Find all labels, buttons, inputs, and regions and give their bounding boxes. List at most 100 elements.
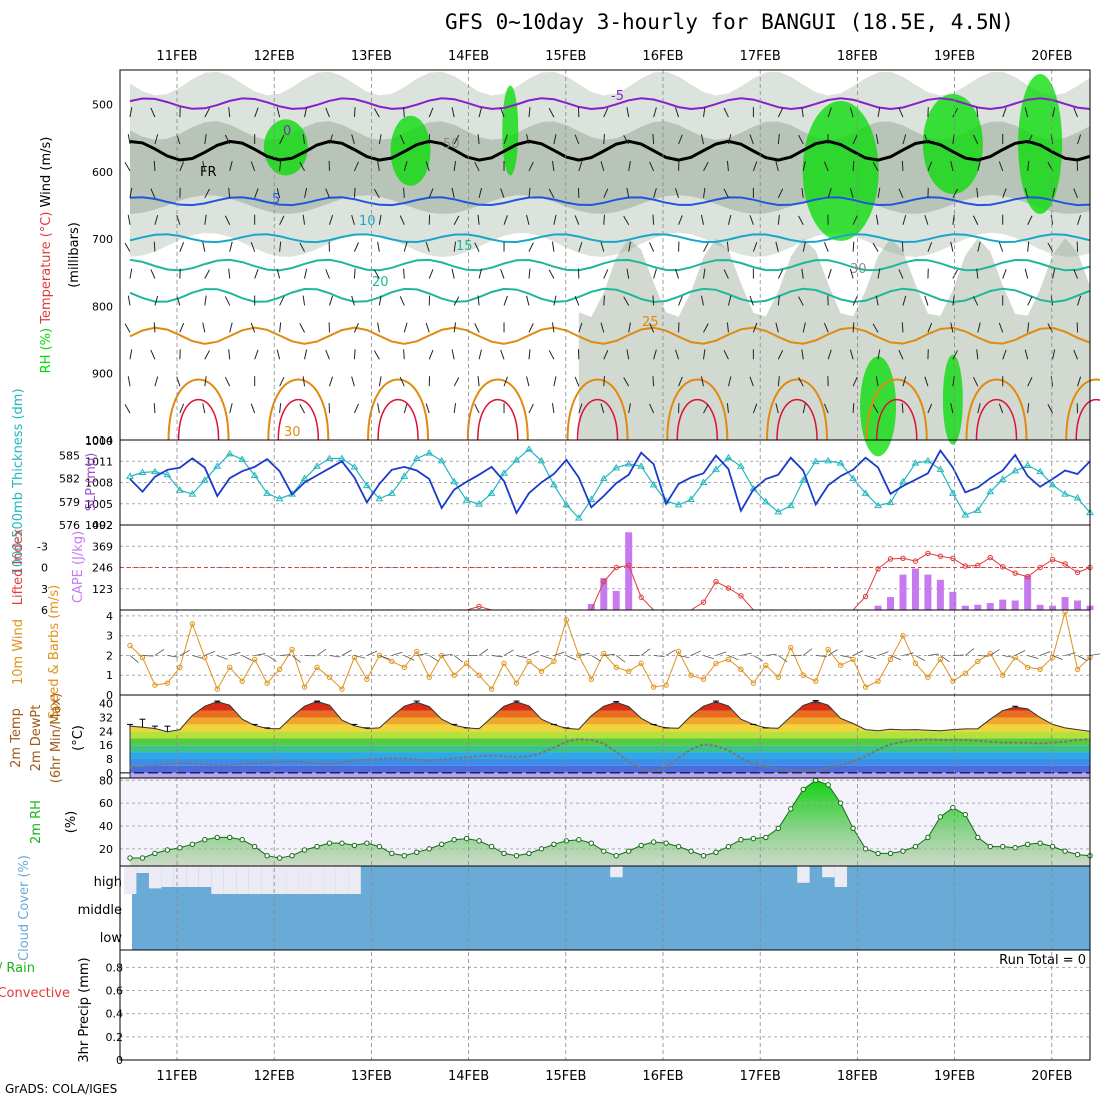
- lifted-index-point: [925, 550, 931, 557]
- isotherm-35-arch: [477, 399, 519, 441]
- wind-barb: [902, 134, 907, 145]
- wind-barb-10m: [653, 655, 665, 658]
- wind-barb: [703, 161, 709, 172]
- wind-barb: [474, 242, 480, 252]
- rh-point: [862, 846, 869, 852]
- wind-barb: [500, 107, 505, 118]
- wind-barb: [849, 268, 854, 279]
- wind-barb-10m: [291, 655, 301, 663]
- wind-barb: [703, 187, 706, 198]
- wind-barb: [775, 403, 779, 414]
- wind-barb: [852, 160, 855, 171]
- thickness-point: [899, 477, 907, 485]
- wind-barb: [403, 349, 405, 360]
- wind-barb: [1027, 322, 1030, 333]
- wind-speed-point: [314, 664, 320, 671]
- thickness-point: [973, 506, 982, 513]
- wind-speed-point: [713, 660, 719, 667]
- contour-label: 10: [359, 214, 376, 229]
- wind-barb: [129, 349, 133, 360]
- wind-barb: [453, 241, 457, 252]
- wind-barb: [700, 376, 704, 387]
- rh-point: [987, 843, 993, 850]
- wind-barb: [377, 160, 380, 171]
- upper-air-ylabel: RH (%) Temperature (°C) Wind (m/s): [39, 137, 54, 374]
- wind-speed-point: [588, 676, 594, 682]
- rh-tick: 80: [99, 774, 113, 787]
- wind-barb: [998, 161, 1004, 172]
- wind-barb: [528, 323, 534, 333]
- wind-barb: [474, 161, 480, 172]
- wind-barb: [229, 403, 233, 414]
- temp-tick: 0: [106, 767, 113, 780]
- cloud-clear-bar: [248, 866, 262, 894]
- wind-barb: [279, 403, 282, 414]
- run-total-label: Run Total = 0: [999, 953, 1086, 968]
- wind-barb: [299, 404, 305, 414]
- wind-barb: [378, 295, 382, 306]
- wind-speed-point: [451, 672, 457, 678]
- thickness-point: [387, 489, 396, 496]
- wind-barb: [801, 349, 804, 360]
- slp-tick: 1008: [85, 477, 113, 490]
- wind-barb: [276, 107, 281, 118]
- wind-barb: [752, 161, 758, 172]
- wind-barb: [1027, 160, 1030, 171]
- li-tick: 6: [41, 604, 48, 617]
- wind-barb: [1027, 403, 1030, 414]
- wind-barb: [950, 322, 954, 333]
- wind-speed-point: [488, 686, 495, 692]
- cloud-clear-bar: [610, 866, 623, 878]
- wind-barb: [703, 242, 709, 252]
- wind-barb: [1027, 241, 1030, 252]
- temp-unit-label: (°C): [71, 725, 86, 751]
- lifted-index-point: [601, 578, 607, 585]
- cape-bar: [999, 599, 1007, 610]
- wind-barb: [229, 322, 233, 333]
- wind-barb-10m: [977, 655, 989, 657]
- rh-point: [638, 842, 644, 849]
- wind-barb: [902, 295, 907, 306]
- thickness-point: [599, 474, 608, 482]
- wind-barb: [603, 349, 609, 360]
- wind-speed-point: [650, 684, 657, 690]
- lifted-index-point: [638, 594, 644, 600]
- wind-barb: [950, 241, 954, 252]
- wind-barb: [972, 134, 979, 145]
- wind-barb: [649, 403, 655, 414]
- wind-barb-10m: [603, 653, 615, 656]
- wind-barb: [204, 269, 210, 279]
- rh-point: [276, 855, 283, 861]
- wind-barb: [127, 376, 131, 387]
- wind-speed-point: [426, 674, 432, 680]
- wind-barb: [1027, 215, 1033, 225]
- wind-barb: [478, 268, 482, 279]
- cloud-clear-bar: [211, 866, 224, 894]
- wind-speed-point: [339, 686, 345, 692]
- cape-bar: [887, 597, 895, 610]
- contour-label: 15: [456, 239, 473, 254]
- wind-barb: [378, 214, 382, 225]
- wind-barb: [254, 349, 259, 360]
- isotherm-30-arch: [566, 378, 629, 441]
- thickness-point: [350, 463, 359, 470]
- wind-barb: [425, 241, 430, 252]
- isotherm-35-arch: [177, 399, 220, 441]
- isotherm-30-arch: [766, 378, 829, 441]
- wind-barb: [453, 215, 460, 225]
- wind-barb: [228, 349, 231, 360]
- pressure-tick: 1000: [85, 435, 113, 448]
- panel-frame: [119, 949, 1091, 1061]
- wind-barb: [403, 241, 408, 252]
- isotherm-10: [129, 233, 1091, 244]
- temp-band: [130, 758, 1090, 766]
- wind-barb: [153, 160, 156, 171]
- wind-barb: [802, 322, 806, 333]
- rh-point: [1049, 843, 1056, 850]
- wind-barb: [276, 349, 281, 360]
- cloud-level-label: middle: [78, 903, 122, 918]
- wind-barb: [849, 188, 854, 198]
- wind-barb: [228, 107, 231, 118]
- wind-barb: [425, 322, 430, 333]
- thickness-point: [500, 469, 508, 476]
